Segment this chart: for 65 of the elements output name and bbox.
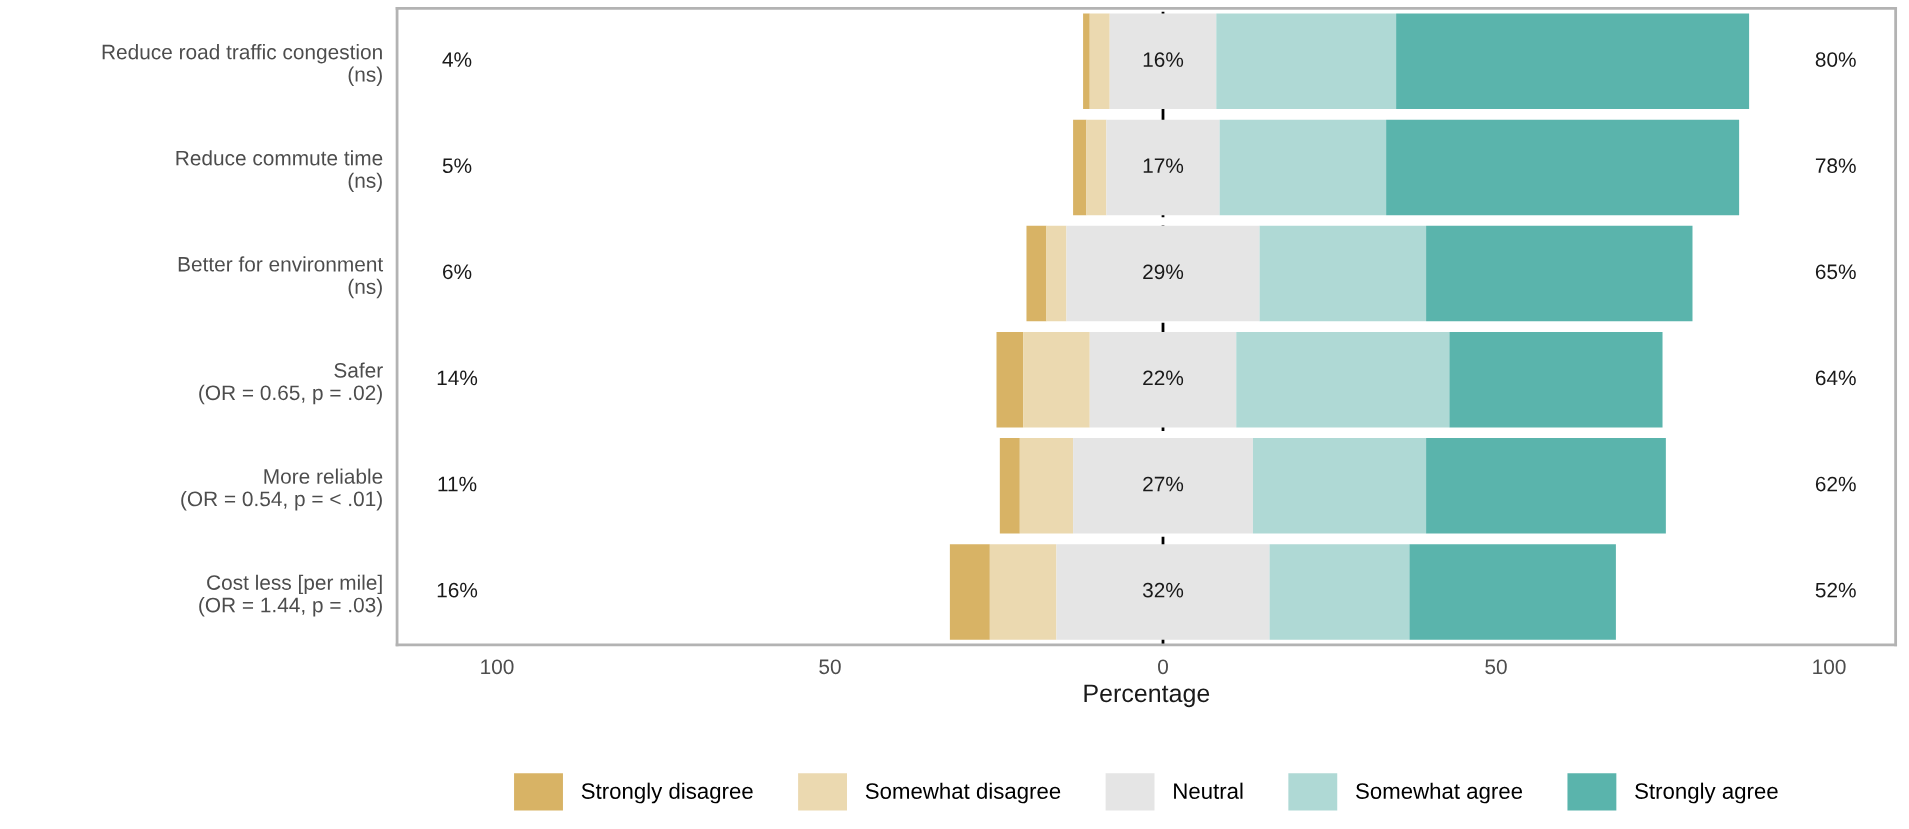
bar bbox=[1066, 225, 1260, 322]
annotation: 80% bbox=[1815, 52, 1856, 67]
x-tick-label: 0 bbox=[1158, 659, 1168, 675]
legend-label: Strongly disagree bbox=[581, 782, 753, 804]
y-tick-label: Better for environment (ns) bbox=[178, 256, 384, 299]
x-tick-label: 100 bbox=[481, 659, 514, 675]
data-label: 27% bbox=[1143, 476, 1184, 492]
annotation: 4% bbox=[442, 52, 472, 67]
legend-label: Strongly agree bbox=[1635, 782, 1778, 804]
data-label: 22% bbox=[1143, 370, 1184, 386]
bar bbox=[949, 544, 990, 640]
bar bbox=[1026, 225, 1047, 322]
bar bbox=[1269, 544, 1410, 640]
bar bbox=[1089, 13, 1110, 110]
bar bbox=[1409, 544, 1616, 640]
bar bbox=[1426, 225, 1693, 322]
bar bbox=[1056, 544, 1270, 640]
bar bbox=[1089, 331, 1237, 428]
bar bbox=[1252, 438, 1427, 534]
legend-label: Somewhat disagree bbox=[865, 782, 1061, 804]
bar bbox=[1073, 438, 1253, 534]
bar bbox=[1019, 438, 1074, 534]
data-label: 32% bbox=[1142, 582, 1184, 598]
bar bbox=[1106, 119, 1220, 216]
annotation: 14% bbox=[437, 370, 478, 386]
annotation: 5% bbox=[442, 158, 472, 174]
y-tick-label: Reduce commute time (ns) bbox=[176, 150, 383, 193]
y-tick-label: Reduce road traffic congestion (ns) bbox=[102, 44, 382, 86]
bar bbox=[1449, 331, 1663, 428]
bar bbox=[1386, 119, 1740, 216]
bar bbox=[1046, 225, 1067, 322]
data-label: 29% bbox=[1143, 264, 1184, 280]
bar bbox=[1109, 13, 1217, 110]
bar bbox=[1236, 331, 1450, 428]
annotation: 52% bbox=[1815, 582, 1856, 598]
annotation: 16% bbox=[437, 582, 478, 598]
bar bbox=[1216, 13, 1397, 110]
bar bbox=[989, 544, 1057, 640]
legend-label: Somewhat agree bbox=[1356, 782, 1523, 804]
data-label: 16% bbox=[1143, 52, 1184, 67]
annotation: 11% bbox=[438, 476, 477, 492]
y-tick-label: Cost less [per mile] (OR = 1.44, p = .03) bbox=[199, 574, 382, 617]
bar bbox=[1396, 13, 1750, 110]
bar bbox=[999, 438, 1020, 534]
data-label: 17% bbox=[1143, 158, 1184, 173]
bar bbox=[1426, 438, 1666, 534]
annotation: 78% bbox=[1815, 158, 1856, 174]
bar bbox=[1073, 119, 1087, 216]
legend-label: Neutral bbox=[1174, 782, 1243, 799]
bar bbox=[1023, 331, 1090, 428]
annotation: 62% bbox=[1815, 476, 1856, 492]
x-tick-label: 50 bbox=[1485, 659, 1507, 675]
y-tick-label: Safer (OR = 0.65, p = .02) bbox=[199, 362, 383, 405]
x-axis-title: Percentage bbox=[1084, 684, 1210, 708]
annotation: 6% bbox=[443, 264, 472, 280]
bar bbox=[1219, 119, 1387, 216]
x-tick-label: 100 bbox=[1813, 659, 1846, 675]
y-tick-label: More reliable (OR = 0.54, p = < .01) bbox=[181, 468, 383, 511]
annotation: 64% bbox=[1815, 370, 1856, 386]
x-tick-label: 50 bbox=[819, 659, 841, 675]
bar bbox=[996, 331, 1024, 428]
bar bbox=[1083, 13, 1090, 110]
annotation: 65% bbox=[1815, 264, 1856, 280]
bar bbox=[1086, 119, 1107, 216]
bar bbox=[1259, 225, 1427, 322]
